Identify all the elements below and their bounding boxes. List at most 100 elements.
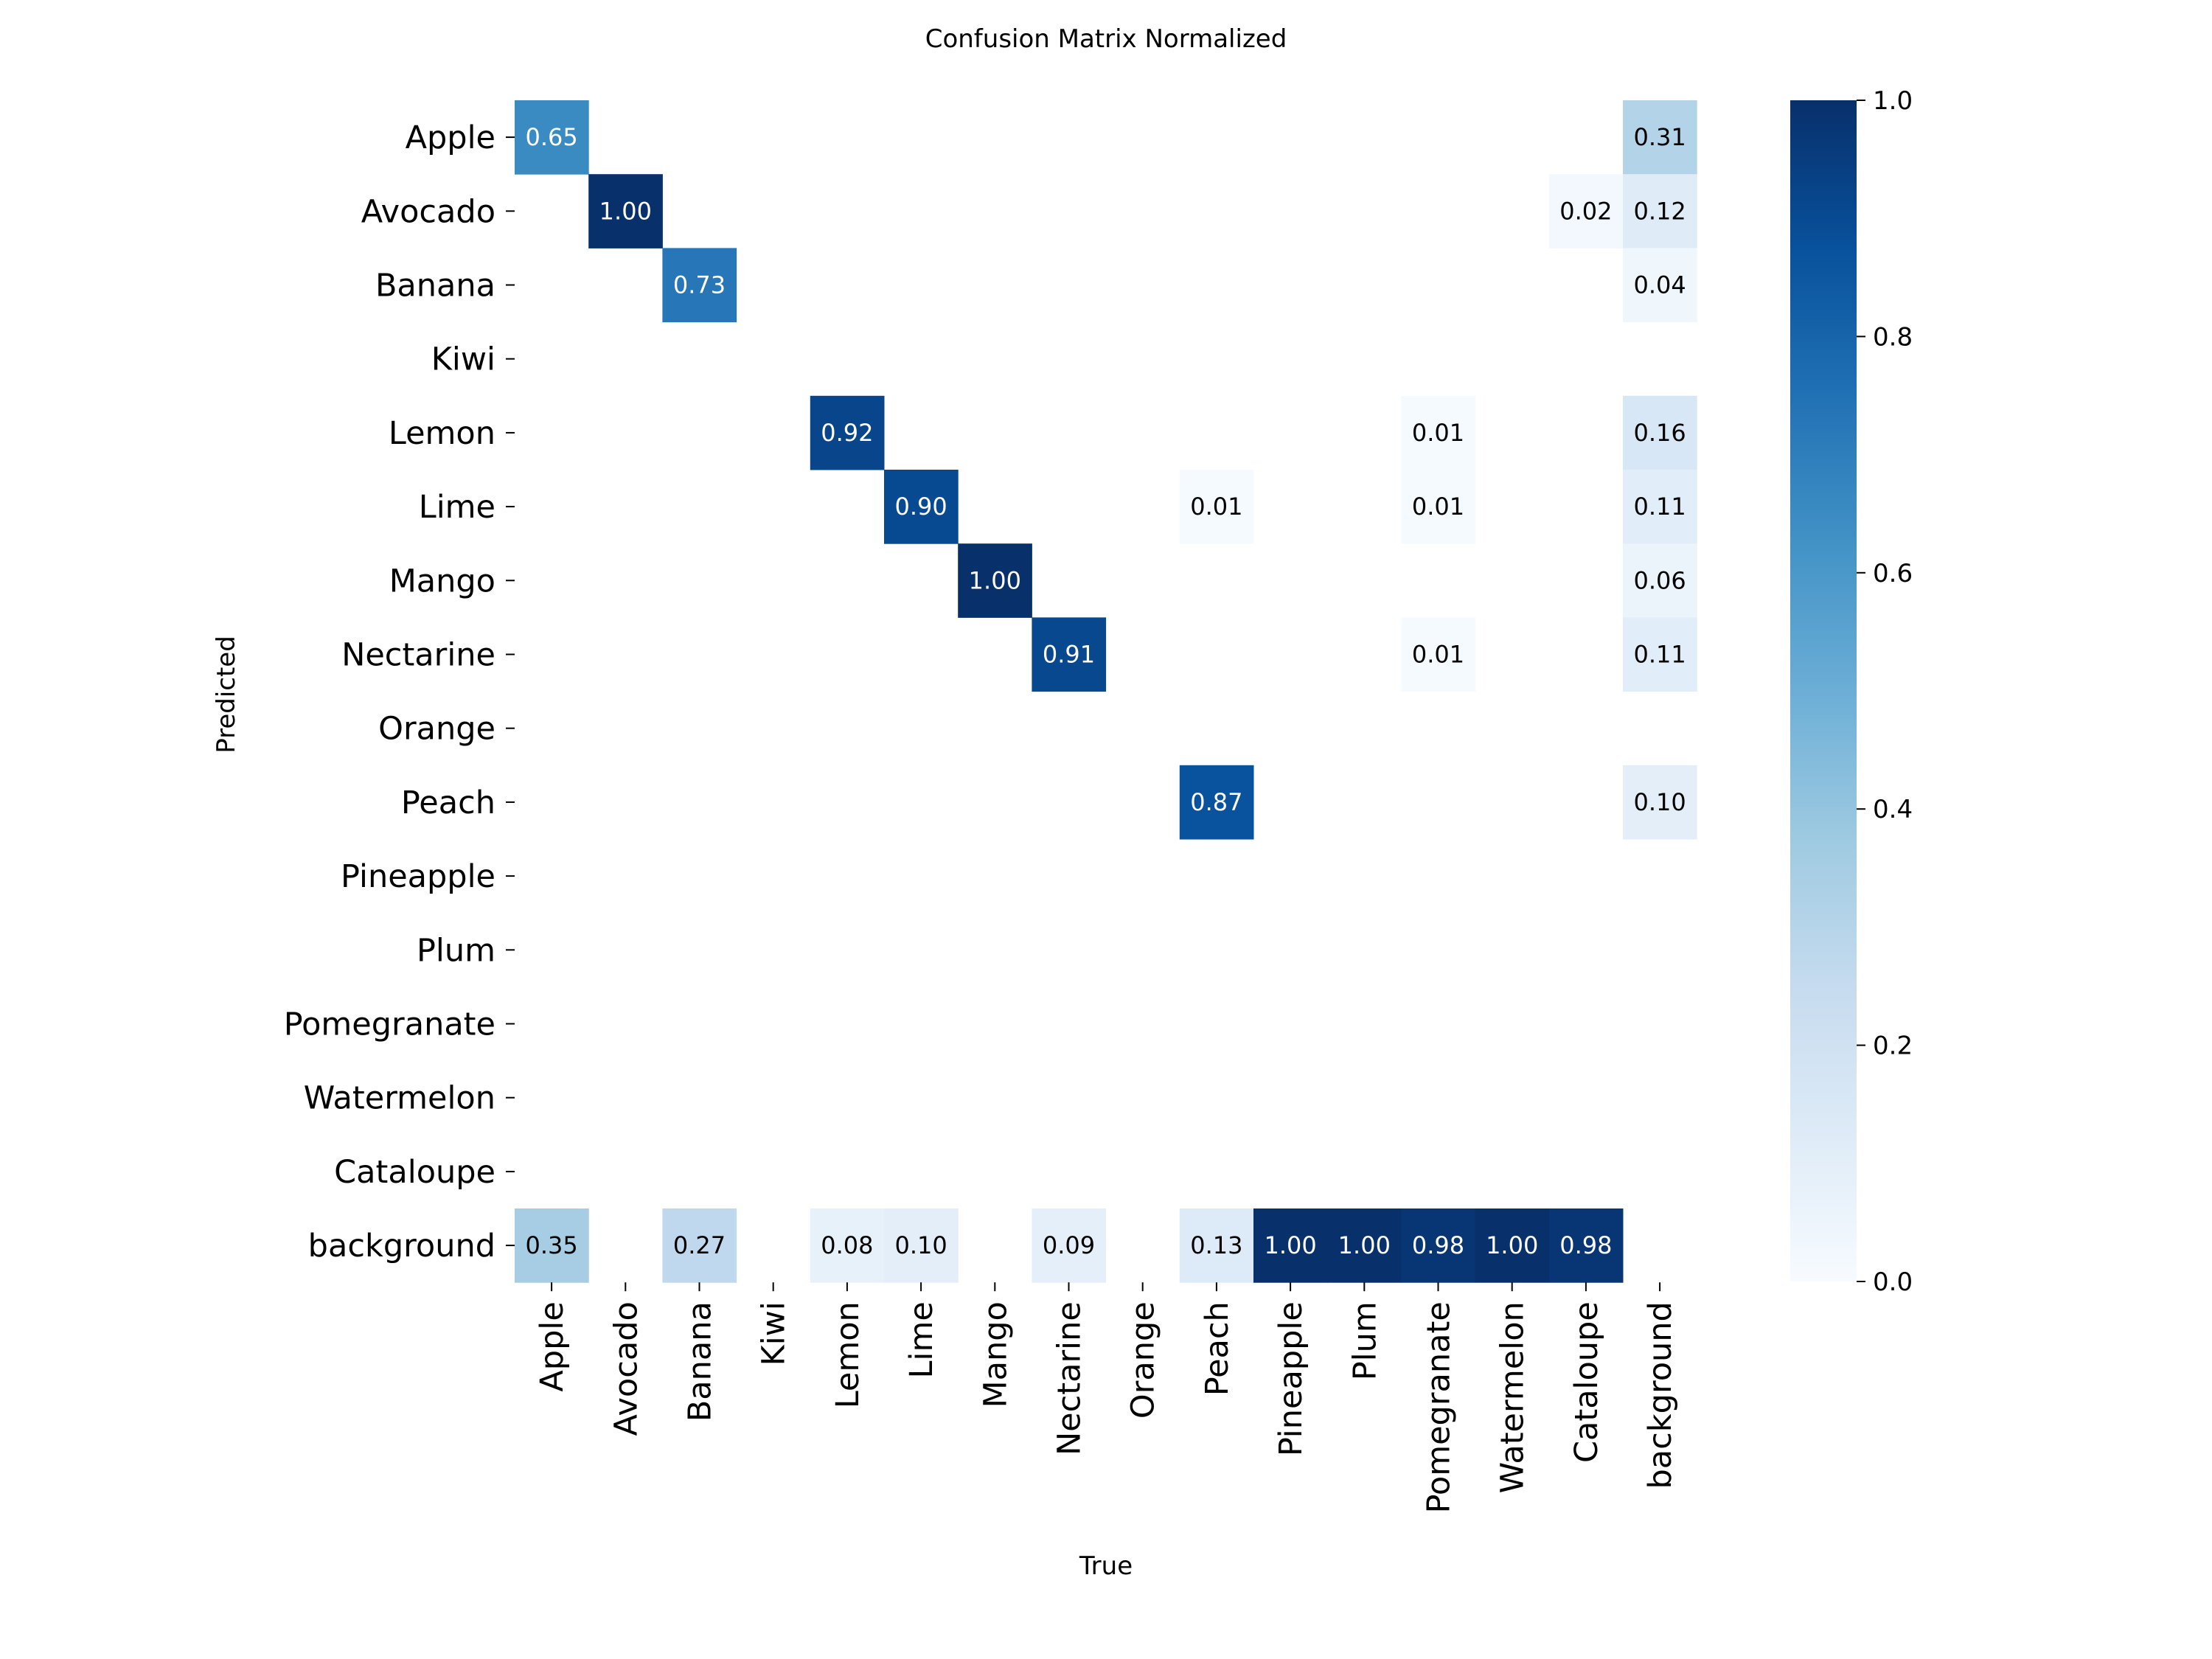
cell-value-label: 0.91 (1043, 641, 1095, 669)
x-tick-label: Lime (903, 1301, 940, 1378)
heatmap-cell (1623, 617, 1697, 692)
cell-value-label: 0.11 (1633, 493, 1686, 521)
y-tick-labels: Apple Avocado Banana Kiwi Lemon Lime Mango Nect… (284, 119, 515, 1265)
x-tick-labels: Apple Avocado Banana Kiwi Lemon Lime Mango Nect… (534, 1282, 1679, 1513)
colorbar-tick-label: 0.8 (1873, 322, 1913, 352)
heatmap-cell (1179, 470, 1254, 544)
heatmap-cell (1401, 470, 1476, 544)
cell-value-label: 0.31 (1633, 123, 1686, 151)
colorbar-tick-label: 0.2 (1873, 1032, 1913, 1061)
x-tick-label: Peach (1199, 1301, 1236, 1396)
cell-value-label: 0.65 (525, 123, 577, 151)
heatmap-cell (884, 470, 959, 544)
heatmap-cell (1401, 617, 1476, 692)
cell-value-label: 0.11 (1633, 641, 1686, 669)
y-tick-label: Nectarine (341, 637, 495, 674)
x-tick-label: Plum (1346, 1301, 1383, 1380)
x-tick-label: Nectarine (1051, 1301, 1088, 1455)
heatmap-cell (1623, 248, 1697, 323)
cell-value-label: 0.10 (1633, 788, 1686, 816)
y-tick-label: Plum (417, 932, 495, 969)
x-tick-label: Kiwi (756, 1301, 793, 1366)
heatmap-cell (1401, 395, 1476, 470)
y-tick-label: Lime (419, 489, 495, 526)
x-tick-label: Orange (1125, 1301, 1162, 1419)
y-tick-label: Banana (375, 268, 495, 305)
y-tick-label: Avocado (361, 193, 495, 230)
x-tick-label: Avocado (608, 1301, 644, 1436)
x-tick-label: Banana (682, 1301, 719, 1422)
heatmap-cell (1401, 1208, 1476, 1283)
colorbar-ticks: 0.0 0.2 0.4 0.6 0.8 1.0 (1857, 86, 1913, 1297)
heatmap-cell (1032, 1208, 1107, 1283)
heatmap-cell (1179, 1208, 1254, 1283)
y-tick-label: background (308, 1228, 495, 1265)
x-tick-label: Pineapple (1273, 1301, 1310, 1456)
heatmap-cell (515, 1208, 589, 1283)
heatmap-cell (588, 174, 663, 248)
chart-title: Confusion Matrix Normalized (925, 24, 1287, 54)
cell-value-label: 0.73 (673, 271, 726, 299)
cell-value-label: 0.02 (1559, 197, 1612, 225)
heatmap-cell (1548, 174, 1624, 248)
heatmap-cell (1179, 765, 1254, 840)
cell-value-label: 0.35 (525, 1231, 577, 1259)
colorbar-tick-label: 0.0 (1873, 1267, 1913, 1297)
x-axis-label: True (1079, 1551, 1133, 1581)
cell-value-label: 0.27 (673, 1231, 726, 1259)
heatmap-cell (1253, 1208, 1328, 1283)
x-tick-label: Cataloupe (1568, 1301, 1605, 1463)
colorbar-tick-label: 1.0 (1873, 86, 1913, 116)
heatmap-cell (1623, 395, 1697, 470)
heatmap-cell (662, 1208, 737, 1283)
cell-value-label: 0.10 (894, 1231, 947, 1259)
heatmap-cells: 0.65 0.31 1.00 0.02 0.12 0.73 0.04 0.92 0.01 0.16… (515, 100, 1697, 1283)
cell-value-label: 0.01 (1412, 419, 1464, 447)
cell-value-label: 0.01 (1190, 493, 1242, 521)
x-tick-label: Apple (534, 1301, 571, 1391)
cell-value-label: 0.98 (1559, 1231, 1612, 1259)
y-tick-label: Pomegranate (284, 1006, 495, 1043)
x-tick-label: Pomegranate (1421, 1301, 1458, 1513)
cell-value-label: 0.06 (1633, 566, 1686, 594)
cell-value-label: 1.00 (1486, 1231, 1538, 1259)
x-tick-label: background (1642, 1301, 1679, 1489)
y-axis-label: Predicted (212, 636, 241, 754)
cell-value-label: 0.12 (1633, 197, 1686, 225)
heatmap-cell (958, 543, 1032, 618)
cell-value-label: 0.09 (1043, 1231, 1095, 1259)
y-tick-label: Pineapple (341, 858, 495, 895)
cell-value-label: 1.00 (599, 197, 652, 225)
cell-value-label: 0.01 (1412, 641, 1464, 669)
heatmap-cell (884, 1208, 959, 1283)
heatmap-cell (1623, 543, 1697, 618)
cell-value-label: 0.92 (821, 419, 873, 447)
heatmap-cell (810, 395, 885, 470)
cell-value-label: 0.01 (1412, 493, 1464, 521)
y-tick-label: Apple (406, 119, 495, 156)
cell-value-label: 0.16 (1633, 419, 1686, 447)
heatmap-cell (1032, 617, 1107, 692)
cell-value-label: 0.13 (1190, 1231, 1242, 1259)
y-tick-label: Kiwi (431, 341, 495, 378)
heatmap-cell (515, 100, 589, 175)
colorbar (1790, 100, 1857, 1281)
x-tick-label: Mango (977, 1301, 1014, 1408)
y-tick-label: Lemon (389, 415, 495, 452)
y-tick-label: Orange (378, 711, 495, 748)
colorbar-tick-label: 0.4 (1873, 795, 1913, 824)
x-tick-label: Watermelon (1495, 1301, 1531, 1493)
y-tick-label: Peach (401, 785, 495, 821)
x-tick-label: Lemon (830, 1301, 866, 1408)
heatmap-cell (1623, 100, 1697, 175)
heatmap-cell (1327, 1208, 1402, 1283)
heatmap-cell (662, 248, 737, 323)
y-tick-label: Cataloupe (334, 1154, 495, 1191)
heatmap-cell (1623, 765, 1697, 840)
heatmap-cell (810, 1208, 885, 1283)
cell-value-label: 0.04 (1633, 271, 1686, 299)
heatmap-cell (1475, 1208, 1550, 1283)
cell-value-label: 0.08 (821, 1231, 873, 1259)
cell-value-label: 1.00 (1338, 1231, 1391, 1259)
